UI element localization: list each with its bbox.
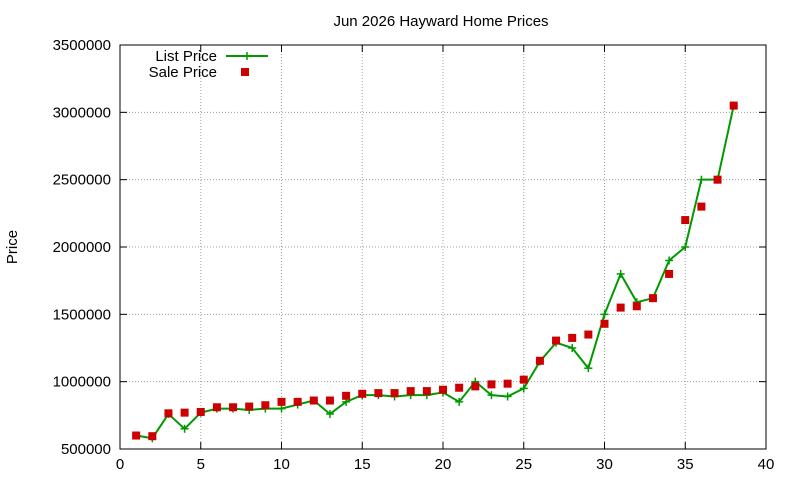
list-price-point — [616, 269, 625, 278]
data-series — [132, 101, 738, 443]
sale-price-point — [148, 432, 157, 441]
list-price-line — [135, 105, 735, 440]
y-tick-label: 3000000 — [53, 104, 111, 121]
sale-price-point — [584, 330, 593, 339]
legend-cross — [243, 52, 251, 60]
sale-price-point — [422, 387, 431, 396]
sale-price-point — [196, 407, 205, 416]
sale-price-point — [503, 379, 512, 388]
sale-price-point — [713, 175, 722, 184]
list-price-point — [455, 397, 464, 406]
sale-price-point — [293, 397, 302, 406]
sale-price-point — [600, 319, 609, 328]
x-tick-label: 10 — [273, 456, 290, 473]
legend: List Price Sale Price — [149, 48, 268, 81]
list-price-point — [568, 344, 577, 352]
sale-price-point — [439, 385, 447, 394]
x-tick-label: 5 — [197, 456, 205, 473]
legend-marker-sale-price — [241, 68, 249, 76]
sale-price-point — [212, 403, 221, 412]
x-tick-label: 0 — [116, 456, 124, 473]
sale-price-point — [180, 408, 189, 417]
sale-price-point — [729, 101, 738, 110]
sale-price-point — [471, 382, 480, 391]
sale-price-point — [164, 409, 173, 418]
y-tick-label: 1500000 — [53, 306, 111, 323]
sale-price-point — [697, 202, 706, 211]
legend-marker-list-price — [226, 52, 268, 60]
plot-frame — [119, 44, 767, 450]
sale-price-point — [519, 375, 528, 384]
x-tick-label: 40 — [758, 456, 775, 473]
list-price-point — [584, 364, 593, 373]
list-price-point — [277, 404, 286, 413]
y-tick-label: 2000000 — [53, 239, 111, 256]
sale-price-point — [455, 383, 464, 392]
sale-price-point — [632, 302, 641, 311]
y-axis-label: Price — [4, 230, 21, 264]
x-tick-label: 25 — [515, 456, 532, 473]
list-price-point — [325, 409, 334, 418]
list-price-point — [519, 384, 528, 393]
sale-price-point — [390, 389, 399, 398]
list-price-point — [487, 391, 496, 400]
legend-square — [241, 68, 249, 76]
x-tick-label: 30 — [596, 456, 613, 473]
sale-price-point — [261, 401, 270, 410]
y-tick-label: 1000000 — [53, 374, 111, 391]
sale-price-point — [325, 396, 334, 405]
list-price-point — [180, 424, 189, 433]
y-tick-label: 500000 — [61, 441, 111, 458]
sale-price-point — [309, 396, 318, 405]
axis-ticks: 0 5 10 15 20 25 30 35 40 500000 1000000 1500000 2000… — [53, 37, 775, 473]
sale-price-point — [487, 380, 496, 389]
sale-price-point — [552, 336, 561, 345]
legend-label-sale-price: Sale Price — [149, 64, 217, 81]
list-price-point — [600, 310, 609, 319]
sale-price-point — [358, 389, 367, 398]
sale-price-point — [665, 269, 674, 278]
legend-label-list-price: List Price — [155, 48, 217, 65]
x-tick-label: 20 — [435, 456, 452, 473]
sale-price-point — [132, 431, 141, 440]
x-tick-label: 15 — [354, 456, 371, 473]
sale-price-point — [648, 294, 657, 303]
sale-price-point — [277, 397, 286, 406]
list-price-point — [697, 175, 706, 184]
list-price-point — [503, 392, 512, 401]
sale-price-point — [342, 391, 351, 400]
chart-title: Jun 2026 Hayward Home Prices — [333, 13, 548, 30]
list-price-point — [681, 243, 690, 251]
sale-price-point — [616, 303, 625, 312]
sale-price-point — [229, 403, 238, 412]
sale-price-point — [245, 402, 254, 411]
x-tick-label: 35 — [677, 456, 694, 473]
y-tick-label: 3500000 — [53, 37, 111, 54]
sale-price-point — [568, 333, 577, 342]
sale-price-point — [406, 387, 415, 396]
y-tick-label: 2500000 — [53, 172, 111, 189]
list-price-point — [665, 256, 674, 265]
sale-price-point — [535, 356, 544, 365]
sale-price-point — [374, 389, 383, 398]
sale-price-point — [681, 216, 690, 225]
